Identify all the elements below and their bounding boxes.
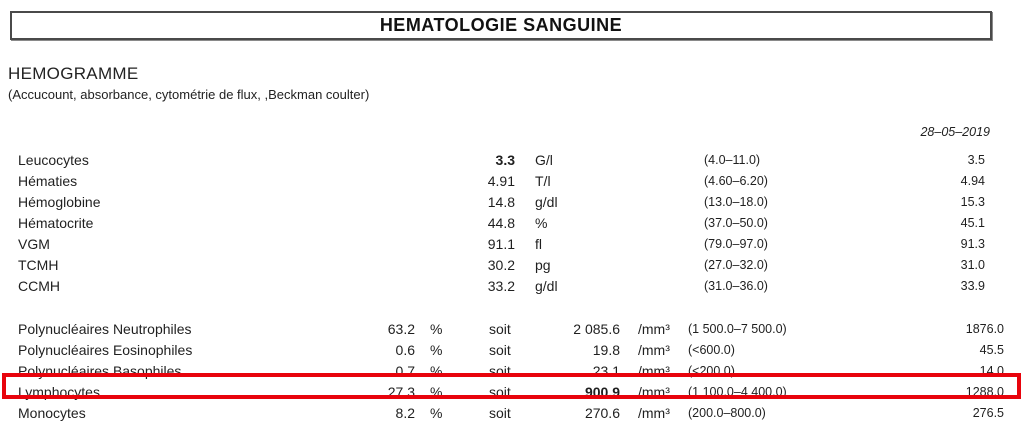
test-value: 44.8 [487, 215, 515, 231]
absolute-value: 2 085.6 [573, 321, 620, 337]
reference-range: (37.0–50.0) [704, 216, 768, 230]
section-method: (Accucount, absorbance, cytométrie de fl… [8, 87, 370, 102]
test-name: Hématies [18, 173, 78, 189]
reference-range: (79.0–97.0) [704, 237, 768, 251]
test-name: Leucocytes [18, 152, 89, 168]
report-title-box: HEMATOLOGIE SANGUINE [10, 11, 992, 40]
row-eosinophiles: Polynucléaires Eosinophiles 0.6 % soit 1… [0, 341, 1031, 362]
row-hematies: Hématies 4.91 T/l (4.60–6.20) 4.94 [0, 172, 1031, 193]
test-value: 91.1 [487, 236, 515, 252]
percent-unit: % [430, 342, 443, 358]
previous-value: 276.5 [972, 406, 1004, 420]
previous-value: 45.5 [979, 343, 1004, 357]
absolute-value: 23.1 [592, 363, 620, 379]
previous-value: 33.9 [960, 279, 985, 293]
row-neutrophiles: Polynucléaires Neutrophiles 63.2 % soit … [0, 320, 1031, 341]
percent-value: 63.2 [387, 321, 415, 337]
soit-label: soit [489, 363, 511, 379]
test-name: Polynucléaires Basophiles [18, 363, 182, 379]
absolute-unit: /mm³ [638, 363, 670, 379]
test-value: 3.3 [495, 152, 515, 168]
reference-range: (<600.0) [688, 343, 735, 357]
test-value: 14.8 [487, 194, 515, 210]
previous-results-date: 28–05–2019 [920, 125, 990, 139]
previous-value: 4.94 [960, 174, 985, 188]
test-value: 30.2 [487, 257, 515, 273]
reference-range: (<200.0) [688, 364, 735, 378]
test-unit: pg [535, 257, 551, 273]
test-name: Lymphocytes [18, 384, 100, 400]
previous-value: 91.3 [960, 237, 985, 251]
test-unit: T/l [535, 173, 551, 189]
reference-range: (1 500.0–7 500.0) [688, 322, 787, 336]
section-heading: HEMOGRAMME [8, 64, 139, 83]
reference-range: (27.0–32.0) [704, 258, 768, 272]
row-tcmh: TCMH 30.2 pg (27.0–32.0) 31.0 [0, 256, 1031, 277]
previous-value: 14.0 [979, 364, 1004, 378]
reference-range: (1 100.0–4 400.0) [688, 385, 787, 399]
test-name: Polynucléaires Eosinophiles [18, 342, 193, 358]
percent-unit: % [430, 405, 443, 421]
percent-unit: % [430, 384, 443, 400]
reference-range: (13.0–18.0) [704, 195, 768, 209]
differential-table: Polynucléaires Neutrophiles 63.2 % soit … [0, 320, 1031, 425]
previous-value: 1288.0 [965, 385, 1004, 399]
test-unit: G/l [535, 152, 553, 168]
reference-range: (200.0–800.0) [688, 406, 766, 420]
row-lymphocytes: Lymphocytes 27.3 % soit 900.9 /mm³ (1 10… [0, 383, 1031, 404]
percent-value: 27.3 [387, 384, 415, 400]
previous-value: 15.3 [960, 195, 985, 209]
absolute-unit: /mm³ [638, 342, 670, 358]
absolute-unit: /mm³ [638, 384, 670, 400]
test-name: Hémoglobine [18, 194, 101, 210]
test-name: CCMH [18, 278, 60, 294]
row-hemoglobine: Hémoglobine 14.8 g/dl (13.0–18.0) 15.3 [0, 193, 1031, 214]
row-hematocrite: Hématocrite 44.8 % (37.0–50.0) 45.1 [0, 214, 1031, 235]
soit-label: soit [489, 342, 511, 358]
percent-value: 0.7 [395, 363, 415, 379]
soit-label: soit [489, 321, 511, 337]
reference-range: (4.0–11.0) [704, 153, 761, 167]
previous-value: 1876.0 [965, 322, 1004, 336]
test-value: 33.2 [487, 278, 515, 294]
row-ccmh: CCMH 33.2 g/dl (31.0–36.0) 33.9 [0, 277, 1031, 298]
previous-value: 31.0 [960, 258, 985, 272]
reference-range: (31.0–36.0) [704, 279, 768, 293]
cbc-table: Leucocytes 3.3 G/l (4.0–11.0) 3.5 Hémati… [0, 151, 1031, 298]
absolute-unit: /mm³ [638, 405, 670, 421]
percent-unit: % [430, 363, 443, 379]
report-title: HEMATOLOGIE SANGUINE [379, 15, 623, 35]
test-unit: fl [535, 236, 542, 252]
percent-value: 8.2 [395, 405, 415, 421]
soit-label: soit [489, 405, 511, 421]
test-name: VGM [18, 236, 50, 252]
row-basophiles: Polynucléaires Basophiles 0.7 % soit 23.… [0, 362, 1031, 383]
previous-value: 3.5 [967, 153, 985, 167]
test-unit: g/dl [535, 194, 558, 210]
test-unit: g/dl [535, 278, 558, 294]
previous-value: 45.1 [960, 216, 985, 230]
soit-label: soit [489, 384, 511, 400]
row-monocytes: Monocytes 8.2 % soit 270.6 /mm³ (200.0–8… [0, 404, 1031, 425]
absolute-value: 270.6 [584, 405, 620, 421]
test-unit: % [535, 215, 548, 231]
absolute-value: 900.9 [584, 384, 620, 400]
test-name: Monocytes [18, 405, 86, 421]
reference-range: (4.60–6.20) [704, 174, 768, 188]
test-name: Polynucléaires Neutrophiles [18, 321, 192, 337]
test-name: Hématocrite [18, 215, 94, 231]
percent-value: 0.6 [395, 342, 415, 358]
absolute-unit: /mm³ [638, 321, 670, 337]
row-vgm: VGM 91.1 fl (79.0–97.0) 91.3 [0, 235, 1031, 256]
percent-unit: % [430, 321, 443, 337]
row-leucocytes: Leucocytes 3.3 G/l (4.0–11.0) 3.5 [0, 151, 1031, 172]
test-name: TCMH [18, 257, 59, 273]
test-value: 4.91 [487, 173, 515, 189]
absolute-value: 19.8 [592, 342, 620, 358]
